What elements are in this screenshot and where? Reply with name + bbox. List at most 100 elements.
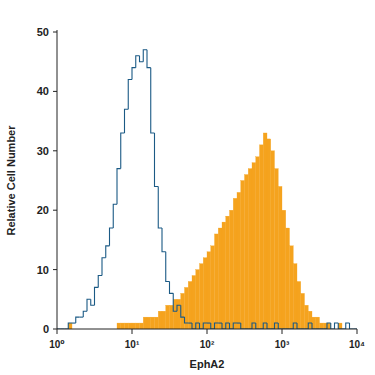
histogram-bar — [293, 264, 297, 329]
histogram-step — [278, 323, 282, 329]
histogram-bar — [121, 323, 125, 329]
histogram-step — [297, 323, 301, 329]
histogram-step — [331, 323, 335, 329]
x-tick-label: 10⁰ — [49, 339, 65, 350]
histogram-step — [207, 323, 211, 324]
histogram-bar — [226, 216, 230, 329]
y-tick-label: 50 — [37, 26, 49, 38]
histogram-step — [83, 311, 87, 317]
x-tick — [57, 329, 58, 334]
histogram-bar — [192, 276, 196, 329]
histogram-step — [154, 133, 158, 186]
y-tick — [53, 269, 57, 270]
histogram-step — [110, 228, 114, 246]
y-axis-line — [57, 30, 58, 329]
histogram-step — [113, 204, 117, 228]
histogram-step — [241, 323, 245, 329]
histogram-bar — [304, 305, 308, 329]
histogram-step — [226, 323, 230, 329]
histogram-step — [98, 276, 102, 288]
y-tick — [53, 329, 57, 330]
histogram-bar — [218, 228, 222, 329]
x-tick — [207, 329, 208, 334]
x-tick — [357, 329, 358, 334]
histogram-step — [338, 323, 342, 329]
histogram-bar — [143, 317, 147, 329]
histogram-step — [252, 323, 256, 329]
x-axis-title: EphA2 — [190, 358, 225, 370]
histogram-step — [162, 228, 166, 252]
histogram-step — [136, 56, 140, 68]
histogram-step — [203, 323, 207, 329]
histogram-step — [72, 323, 76, 324]
histogram-step — [199, 323, 203, 329]
histogram-step — [102, 258, 106, 276]
histogram-bar — [316, 317, 320, 329]
histogram-step — [222, 323, 226, 329]
histogram-step — [215, 323, 219, 329]
histogram-step — [267, 323, 271, 329]
histogram-step — [263, 323, 267, 329]
histogram-step — [218, 323, 222, 324]
histogram-bar — [267, 139, 271, 329]
histogram-bar — [274, 169, 278, 329]
x-tick-label: 10⁴ — [349, 339, 365, 350]
histogram-step — [106, 246, 110, 258]
histogram-step — [181, 305, 185, 317]
histogram-step — [166, 252, 170, 282]
histogram-step — [274, 323, 278, 329]
chart: 0102030405010⁰10¹10²10³10⁴EphA2Relative … — [0, 0, 375, 375]
histogram-step — [196, 323, 200, 329]
marks — [57, 50, 357, 329]
histogram-bar — [248, 169, 252, 329]
histogram-step — [128, 80, 132, 110]
histogram-bar — [222, 222, 226, 329]
histogram-step — [308, 323, 312, 329]
histogram-bar — [308, 311, 312, 329]
histogram-bar — [256, 157, 260, 329]
y-tick — [53, 91, 57, 92]
histogram-bar — [282, 210, 286, 329]
histogram-bar — [271, 151, 275, 329]
histogram-step — [349, 323, 353, 329]
y-tick — [53, 150, 57, 151]
histogram-bar — [128, 323, 132, 329]
histogram-bar — [290, 246, 294, 329]
histogram-bar — [211, 246, 215, 329]
histogram-step — [132, 68, 136, 80]
histogram-step — [237, 323, 241, 324]
histogram-step — [173, 293, 177, 311]
histogram-bar — [301, 293, 305, 329]
histogram-step — [256, 323, 260, 329]
y-tick-label: 40 — [37, 85, 49, 97]
histogram-step — [192, 323, 196, 329]
histogram-bar — [241, 181, 245, 330]
histogram-bar — [252, 163, 256, 329]
y-tick-label: 30 — [37, 145, 49, 157]
histogram-bar — [166, 305, 170, 329]
histogram-bar — [140, 323, 144, 329]
x-tick-label: 10² — [200, 339, 215, 350]
histogram-step — [147, 50, 151, 68]
histogram-bar — [154, 317, 158, 329]
histogram-step — [91, 299, 95, 305]
histogram-bar — [124, 323, 128, 329]
histogram-bar — [327, 323, 331, 329]
histogram-step — [143, 50, 147, 62]
histogram-step — [185, 317, 189, 323]
histogram-bar — [177, 299, 181, 329]
histogram-bar — [199, 264, 203, 329]
histogram-bar — [312, 317, 316, 329]
histogram-bar — [215, 234, 219, 329]
y-axis-title: Relative Cell Number — [5, 125, 17, 236]
histogram-step — [87, 299, 91, 311]
histogram-step — [312, 323, 316, 329]
histogram-step — [121, 133, 125, 169]
histogram-step — [229, 323, 233, 329]
histogram-bar — [169, 305, 173, 329]
histogram-bar — [207, 252, 211, 329]
histogram-bar — [68, 323, 72, 329]
histogram-bar — [132, 323, 136, 329]
histogram-bar — [233, 198, 237, 329]
histogram-step — [158, 186, 162, 228]
